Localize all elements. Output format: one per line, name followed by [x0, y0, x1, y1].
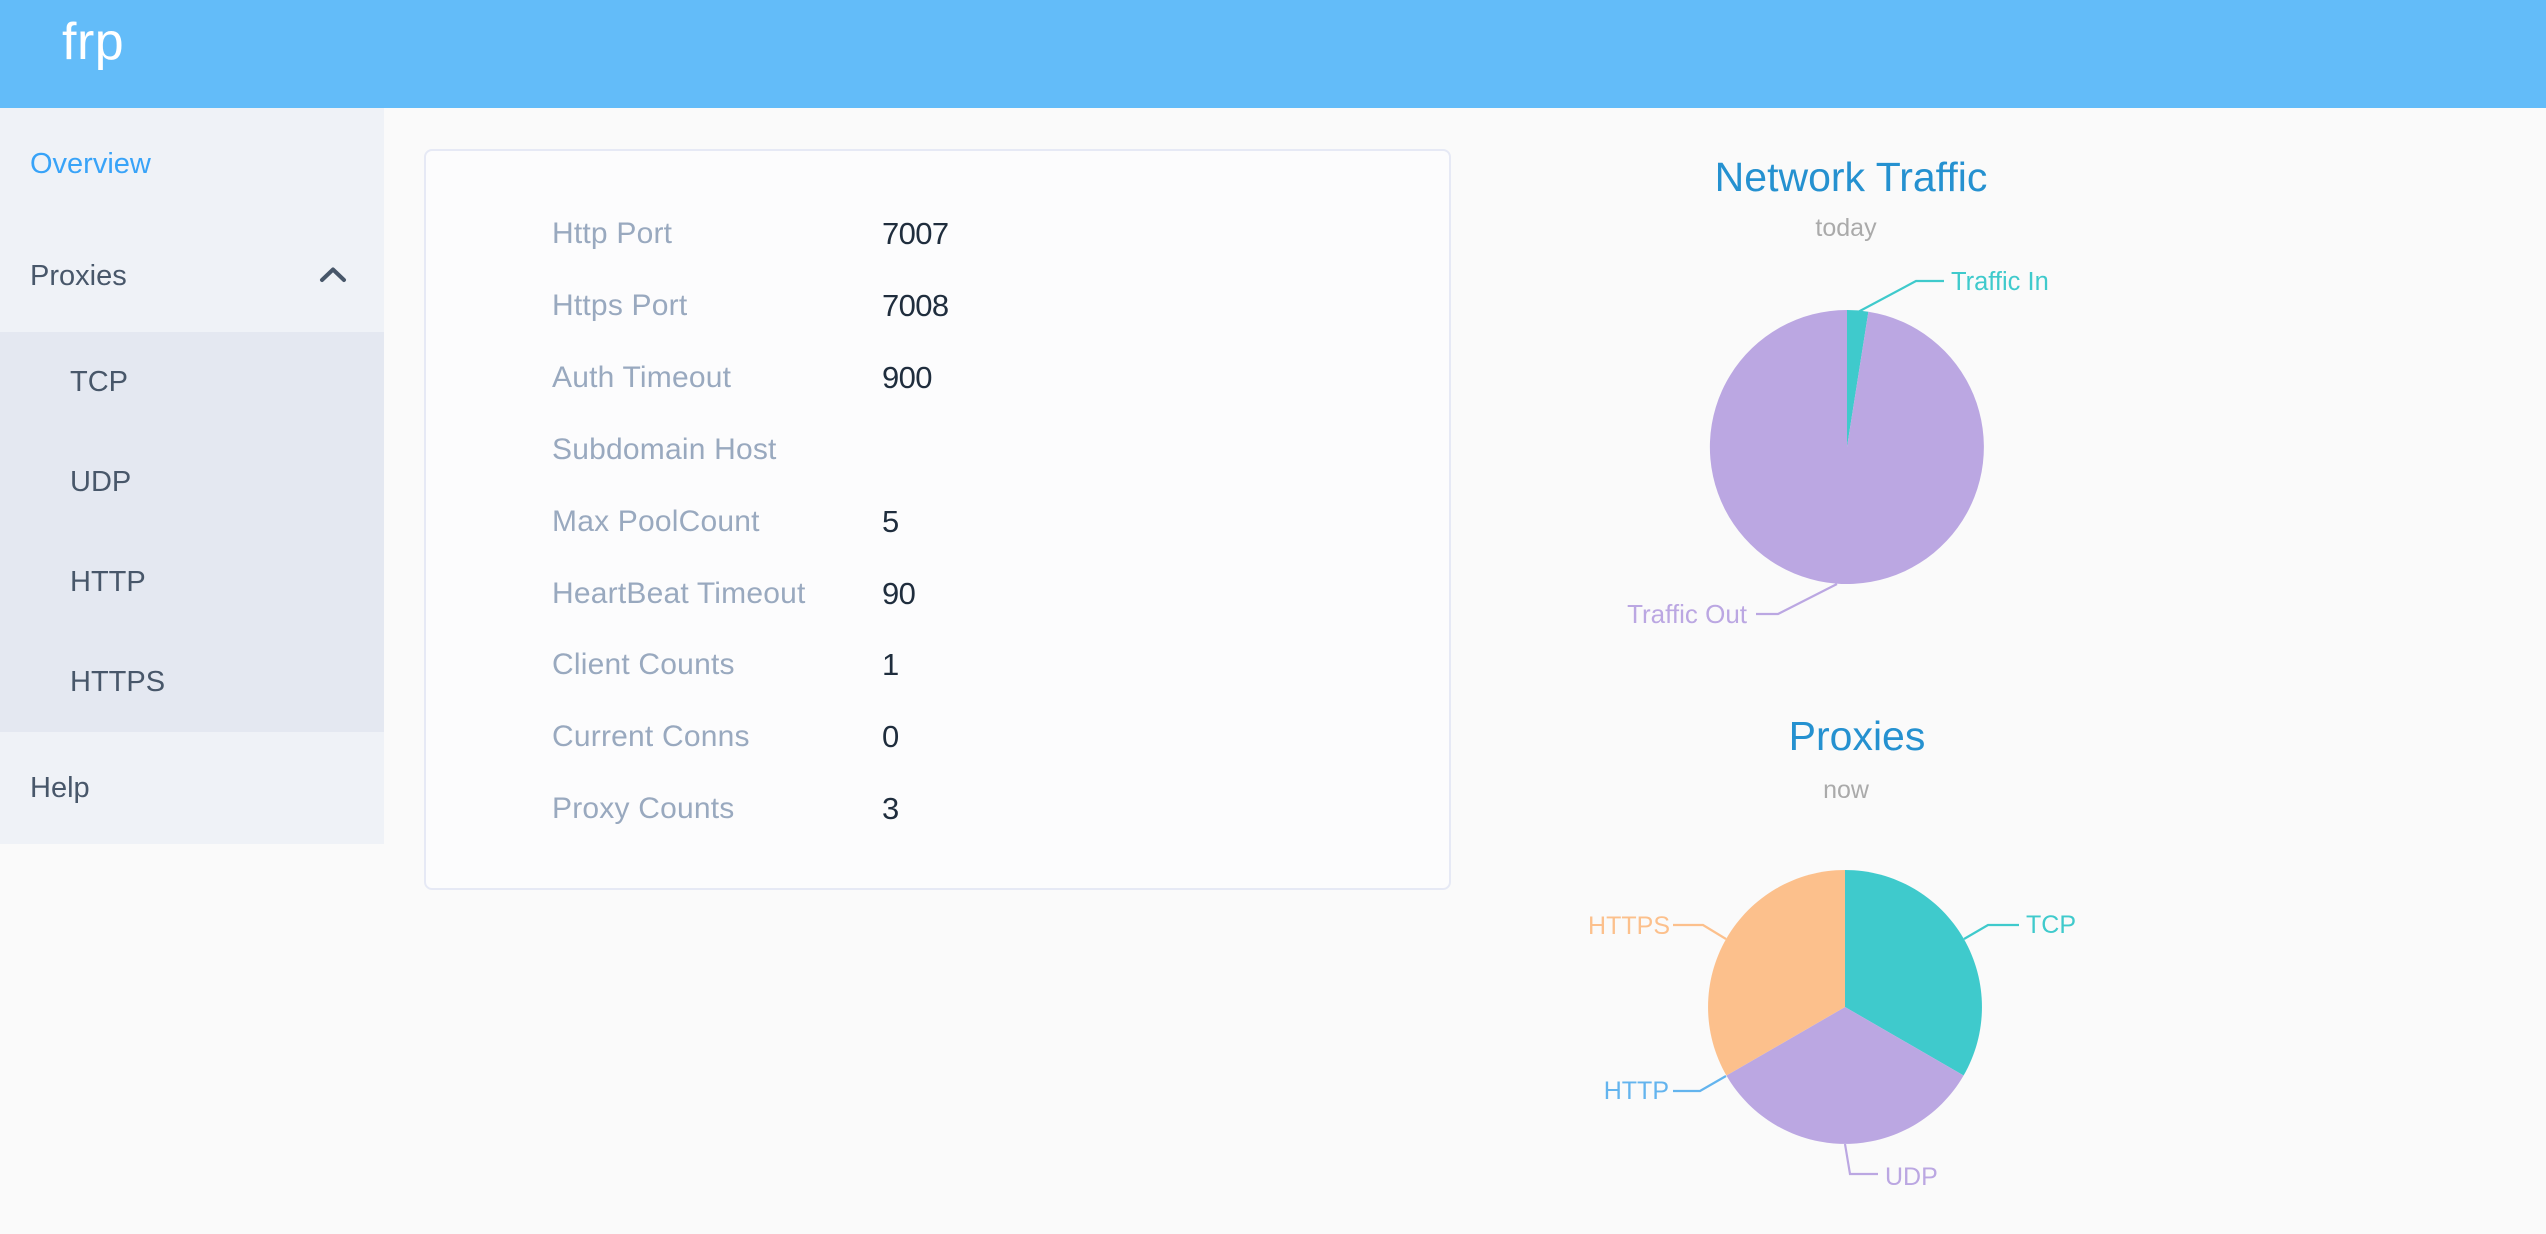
svg-text:Traffic Out: Traffic Out: [1627, 599, 1748, 629]
svg-text:today: today: [1815, 214, 1877, 242]
svg-text:Traffic In: Traffic In: [1951, 268, 2049, 296]
svg-text:TCP: TCP: [2026, 911, 2076, 939]
svg-text:HTTP: HTTP: [1604, 1077, 1669, 1105]
svg-text:Proxies: Proxies: [1789, 713, 1926, 759]
svg-text:UDP: UDP: [1885, 1163, 1938, 1191]
svg-text:Network Traffic: Network Traffic: [1715, 154, 1988, 200]
svg-text:HTTPS: HTTPS: [1588, 912, 1670, 940]
svg-text:now: now: [1823, 776, 1870, 804]
